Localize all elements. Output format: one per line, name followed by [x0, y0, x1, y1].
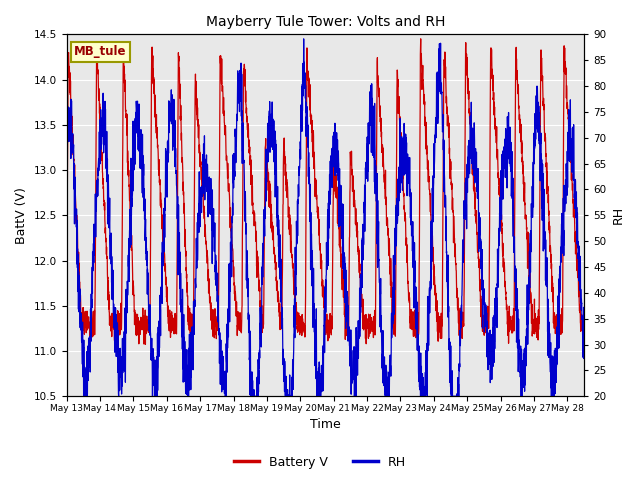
- Battery V: [122, 108, 129, 114]
- Battery V: [63, 309, 70, 314]
- Battery V: [570, 212, 578, 217]
- Title: Mayberry Tule Tower: Volts and RH: Mayberry Tule Tower: Volts and RH: [205, 15, 445, 29]
- RH: [300, 36, 308, 42]
- Battery V: [141, 341, 149, 347]
- Battery V: [152, 112, 160, 118]
- RH: [570, 195, 578, 201]
- X-axis label: Time: Time: [310, 419, 340, 432]
- RH: [81, 393, 88, 399]
- Legend: Battery V, RH: Battery V, RH: [229, 451, 411, 474]
- Y-axis label: RH: RH: [612, 206, 625, 224]
- RH: [63, 106, 70, 112]
- RH: [580, 305, 588, 311]
- Line: RH: RH: [67, 39, 584, 396]
- Battery V: [515, 106, 522, 111]
- RH: [515, 316, 522, 322]
- Y-axis label: BattV (V): BattV (V): [15, 187, 28, 244]
- RH: [284, 387, 291, 393]
- Battery V: [580, 320, 588, 325]
- Battery V: [261, 145, 269, 151]
- Text: MB_tule: MB_tule: [74, 45, 127, 58]
- Battery V: [284, 186, 291, 192]
- RH: [122, 308, 129, 313]
- Battery V: [417, 36, 424, 42]
- RH: [152, 361, 160, 367]
- RH: [261, 216, 269, 221]
- Line: Battery V: Battery V: [67, 39, 584, 344]
